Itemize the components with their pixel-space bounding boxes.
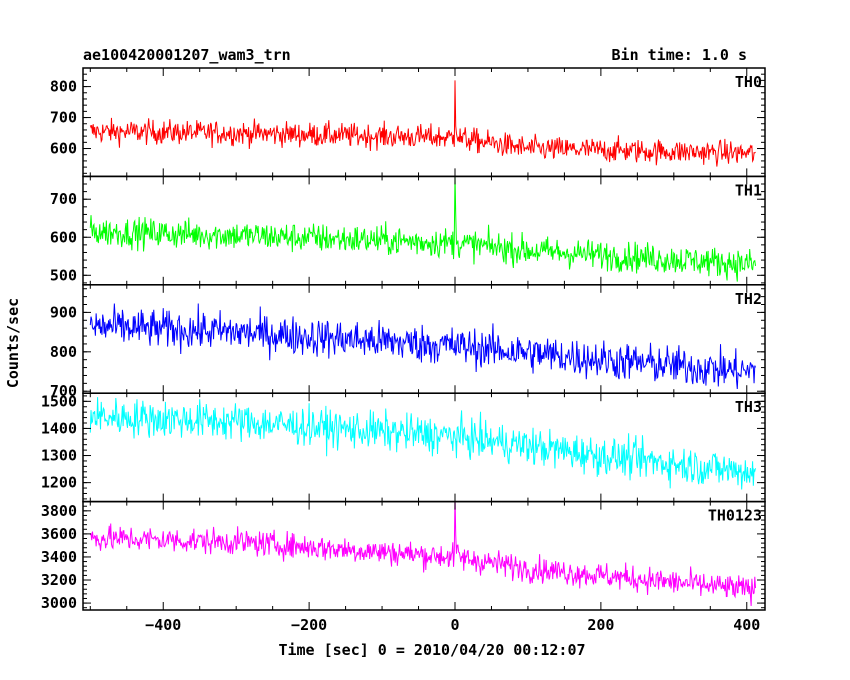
- x-tick-label: 0: [450, 616, 459, 634]
- y-tick-label: 500: [50, 266, 77, 284]
- y-tick-label: 600: [50, 228, 77, 246]
- y-tick-label: 700: [50, 109, 77, 127]
- panel-th2: TH2 700 800 900: [50, 284, 766, 400]
- y-axis-label: Counts/sec: [4, 298, 22, 388]
- panel-label: TH0123: [708, 507, 762, 525]
- series-line-th2: [89, 303, 756, 390]
- y-tick-label: 800: [50, 343, 77, 361]
- panel-th1: TH1 500 600 700: [50, 175, 766, 286]
- panel-th3: TH3 1200 1300 1400 1500: [41, 392, 766, 503]
- series-line-th3: [89, 397, 757, 490]
- panel-label: TH1: [735, 181, 762, 199]
- y-tick-label: 3400: [41, 548, 77, 566]
- y-tick-label: 3200: [41, 571, 77, 589]
- y-tick-label: 3800: [41, 502, 77, 520]
- panels-group: TH0 600 700 800 TH1 500 600 700 TH2 700 800 900 TH3 1…: [41, 67, 766, 634]
- x-tick-label: 200: [587, 616, 614, 634]
- panel-th0123: TH0123 3000 3200 3400 3600 3800: [41, 500, 766, 612]
- y-tick-label: 700: [50, 382, 77, 400]
- y-tick-label: 1200: [41, 474, 77, 492]
- y-tick-label: 1400: [41, 419, 77, 437]
- x-axis-label: Time [sec] 0 = 2010/04/20 00:12:07: [278, 641, 585, 659]
- y-tick-label: 1300: [41, 447, 77, 465]
- panel-th0: TH0 600 700 800: [50, 67, 766, 178]
- y-tick-label: 900: [50, 303, 77, 321]
- panel-frame: [82, 500, 766, 611]
- y-tick-label: 600: [50, 140, 77, 158]
- series-line-th0123: [89, 501, 757, 606]
- panel-label: TH0: [735, 73, 762, 91]
- x-tick-label: −400: [145, 616, 181, 634]
- x-tick-label: 400: [733, 616, 760, 634]
- y-tick-label: 800: [50, 78, 77, 96]
- bin-time-label: Bin time: 1.0 s: [612, 46, 747, 64]
- panel-label: TH3: [735, 398, 762, 416]
- series-line-th1: [89, 176, 757, 282]
- panel-frame: [82, 175, 766, 286]
- panel-frame: [82, 392, 766, 503]
- y-tick-label: 3600: [41, 525, 77, 543]
- x-tick-label: −200: [291, 616, 327, 634]
- chart-title: ae100420001207_wam3_trn: [83, 46, 291, 64]
- panel-frame: [82, 67, 766, 178]
- series-line-th0: [89, 80, 756, 167]
- y-tick-label: 1500: [41, 392, 77, 410]
- y-tick-label: 3000: [41, 594, 77, 612]
- panel-label: TH2: [735, 290, 762, 308]
- y-tick-label: 700: [50, 190, 77, 208]
